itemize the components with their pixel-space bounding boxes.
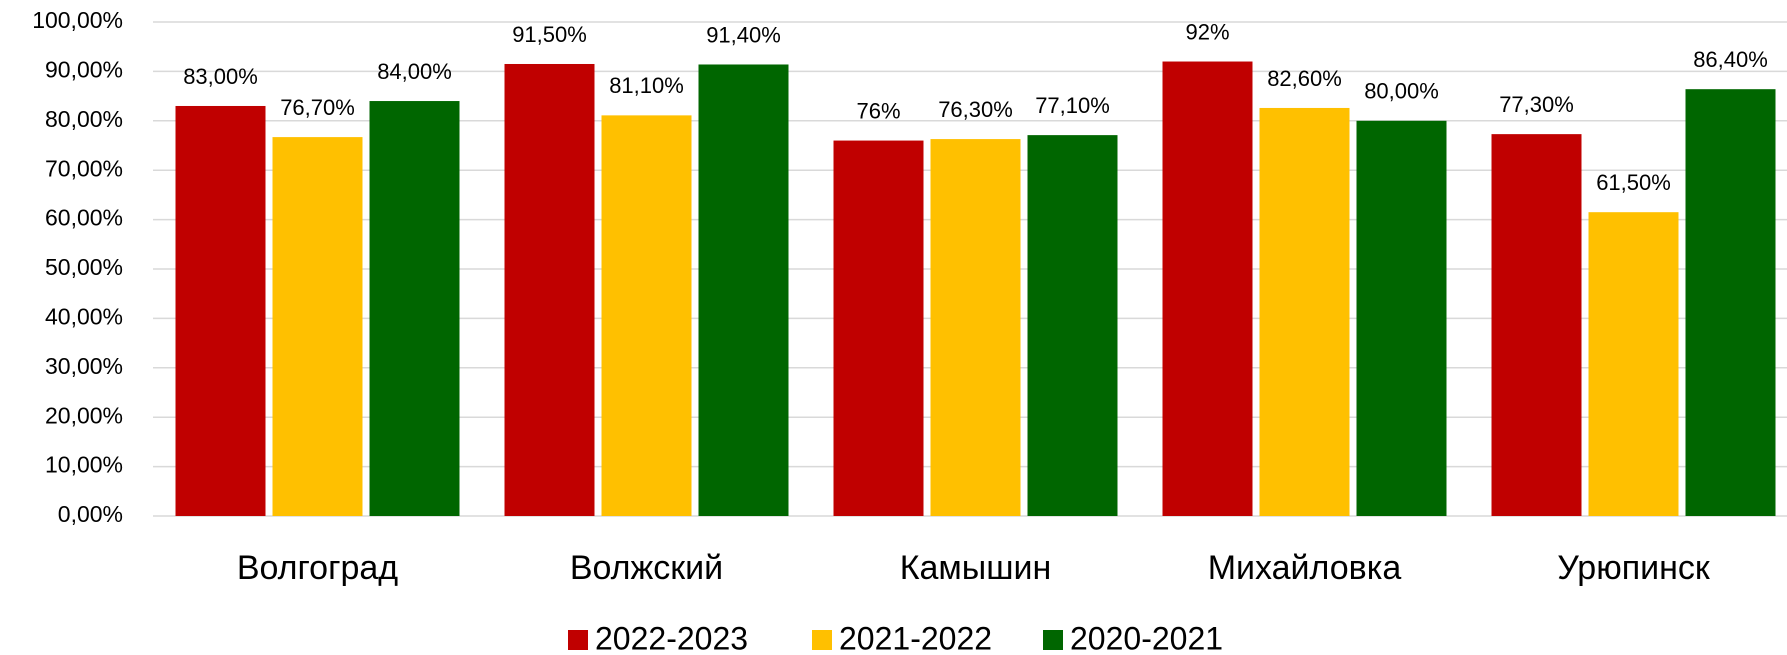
y-tick-label: 20,00%	[45, 402, 123, 428]
y-tick-label: 50,00%	[45, 254, 123, 280]
data-label: 77,10%	[1035, 93, 1110, 118]
y-tick-label: 80,00%	[45, 106, 123, 132]
y-tick-label: 10,00%	[45, 452, 123, 478]
legend-swatch	[812, 630, 832, 650]
x-tick-label: Урюпинск	[1557, 549, 1711, 587]
x-tick-label: Волгоград	[237, 549, 398, 587]
data-label: 91,50%	[512, 22, 587, 47]
data-label: 61,50%	[1596, 170, 1671, 195]
data-label: 92%	[1185, 19, 1229, 44]
data-label: 76,70%	[280, 95, 355, 120]
x-tick-label: Михайловка	[1208, 549, 1402, 587]
legend-swatch	[1043, 630, 1063, 650]
bar	[1588, 212, 1679, 516]
data-label: 76,30%	[938, 97, 1013, 122]
bar	[1685, 89, 1776, 517]
legend-label: 2020-2021	[1070, 620, 1223, 655]
data-label: 81,10%	[609, 73, 684, 98]
data-label: 82,60%	[1267, 66, 1342, 91]
y-tick-label: 40,00%	[45, 303, 123, 329]
data-label: 84,00%	[377, 59, 452, 84]
bar	[833, 140, 924, 516]
data-label: 80,00%	[1364, 79, 1439, 104]
bar	[1162, 61, 1253, 517]
x-tick-label: Волжский	[570, 549, 723, 587]
bar	[698, 64, 789, 516]
y-tick-label: 100,00%	[32, 7, 123, 33]
bar	[272, 137, 363, 517]
y-tick-label: 90,00%	[45, 56, 123, 82]
data-label: 76%	[856, 98, 900, 123]
y-tick-label: 0,00%	[58, 501, 123, 527]
legend-label: 2021-2022	[839, 620, 992, 655]
legend-swatch	[568, 630, 588, 650]
data-label: 77,30%	[1499, 92, 1574, 117]
bar	[1356, 120, 1447, 517]
bar	[601, 115, 692, 516]
bar	[1491, 134, 1582, 516]
y-tick-label: 60,00%	[45, 205, 123, 231]
x-tick-label: Камышин	[900, 549, 1052, 587]
bar	[369, 101, 460, 516]
bar	[930, 139, 1021, 516]
bar	[175, 105, 266, 516]
y-tick-label: 30,00%	[45, 353, 123, 379]
bar	[1027, 135, 1118, 516]
bar	[1259, 107, 1350, 517]
data-label: 83,00%	[183, 64, 258, 89]
bar	[504, 63, 595, 517]
data-label: 86,40%	[1693, 47, 1768, 72]
legend-label: 2022-2023	[595, 620, 748, 655]
data-label: 91,40%	[706, 22, 781, 47]
y-tick-label: 70,00%	[45, 155, 123, 181]
